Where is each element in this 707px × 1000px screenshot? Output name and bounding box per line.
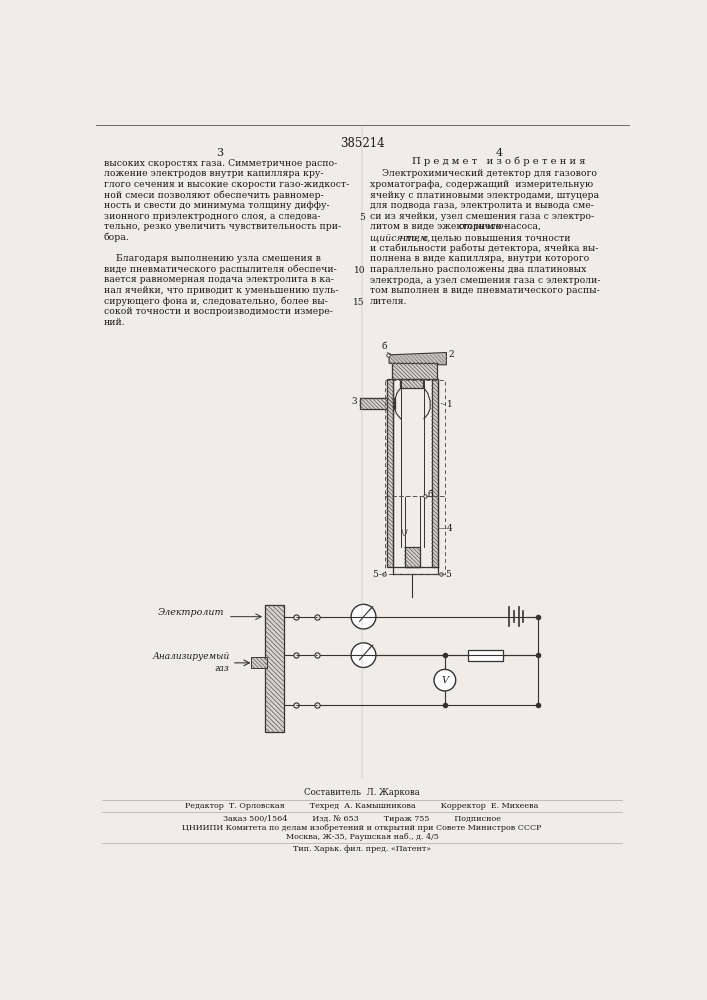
Text: Электролит: Электролит: [158, 608, 224, 617]
Text: глого сечения и высокие скорости газо-жидкост-: глого сечения и высокие скорости газо-жи…: [104, 180, 349, 189]
Bar: [387, 379, 393, 567]
Text: зионного приэлектродного слоя, а следова-: зионного приэлектродного слоя, а следова…: [104, 212, 320, 221]
Text: электрода, а узел смешения газа с электроли-: электрода, а узел смешения газа с электр…: [370, 276, 600, 285]
Text: ЦНИИПИ Комитета по делам изобретений и открытий при Совете Министров СССР: ЦНИИПИ Комитета по делам изобретений и о…: [182, 824, 542, 832]
Text: 10: 10: [354, 266, 365, 275]
Text: ячейку с платиновыми электродами, штуцера: ячейку с платиновыми электродами, штуцер…: [370, 191, 599, 200]
Text: П р е д м е т   и з о б р е т е н и я: П р е д м е т и з о б р е т е н и я: [412, 157, 586, 166]
Text: 5: 5: [373, 570, 378, 579]
Text: бора.: бора.: [104, 233, 130, 242]
Bar: [360, 398, 395, 409]
Text: 5: 5: [445, 570, 451, 579]
Text: 1: 1: [448, 400, 453, 409]
Text: Составитель  Л. Жаркова: Составитель Л. Жаркова: [304, 788, 420, 797]
Text: том выполнен в виде пневматического распы-: том выполнен в виде пневматического расп…: [370, 286, 600, 295]
Text: параллельно расположены два платиновых: параллельно расположены два платиновых: [370, 265, 586, 274]
Text: Благодаря выполнению узла смешения в: Благодаря выполнению узла смешения в: [104, 254, 321, 263]
Text: 3: 3: [351, 397, 356, 406]
Text: ний.: ний.: [104, 318, 126, 327]
Circle shape: [351, 604, 376, 629]
Text: 3: 3: [216, 148, 223, 158]
Text: Электрохимический детектор для газового: Электрохимический детектор для газового: [370, 169, 597, 178]
Text: 385214: 385214: [339, 137, 385, 150]
Circle shape: [434, 669, 456, 691]
Text: 2: 2: [448, 350, 454, 359]
Bar: [265, 605, 284, 732]
Text: вается равномерная подача электролита в ка-: вается равномерная подача электролита в …: [104, 275, 334, 284]
Text: для подвода газа, электролита и вывода сме-: для подвода газа, электролита и вывода с…: [370, 201, 594, 210]
Bar: [251, 657, 267, 668]
Text: V: V: [441, 676, 448, 685]
Text: 5: 5: [359, 213, 365, 222]
Text: Редактор  Т. Орловская          Техред  А. Камышникова          Корректор  Е. Ми: Редактор Т. Орловская Техред А. Камышник…: [185, 802, 539, 810]
Text: Заказ 500/1564          Изд. № 653          Тираж 755          Подписное: Заказ 500/1564 Изд. № 653 Тираж 755 Подп…: [223, 815, 501, 823]
Text: б: б: [428, 490, 433, 499]
Text: отличаю-: отличаю-: [458, 222, 507, 231]
Text: что, с целью повышения точности: что, с целью повышения точности: [397, 233, 570, 242]
Text: высоких скоростях газа. Симметричное распо-: высоких скоростях газа. Симметричное рас…: [104, 158, 337, 167]
Text: виде пневматического распылителя обеспечи-: виде пневматического распылителя обеспеч…: [104, 265, 337, 274]
Text: Анализируемый: Анализируемый: [152, 652, 230, 661]
Text: 4: 4: [496, 148, 503, 158]
Text: б: б: [381, 342, 387, 351]
Text: 15: 15: [354, 298, 365, 307]
Text: литом в виде эжекторного насоса,: литом в виде эжекторного насоса,: [370, 222, 544, 231]
Bar: [432, 379, 438, 567]
Text: газ: газ: [215, 664, 230, 673]
Text: ной смеси позволяют обеспечить равномер-: ной смеси позволяют обеспечить равномер-: [104, 190, 324, 200]
Polygon shape: [389, 353, 446, 365]
Text: ность и свести до минимума толщину диффу-: ность и свести до минимума толщину диффу…: [104, 201, 329, 210]
Text: лителя.: лителя.: [370, 297, 407, 306]
Text: тельно, резко увеличить чувствительность при-: тельно, резко увеличить чувствительность…: [104, 222, 341, 231]
Text: нал ячейки, что приводит к уменьшению пуль-: нал ячейки, что приводит к уменьшению пу…: [104, 286, 338, 295]
Bar: [400, 379, 423, 388]
Text: и стабильности работы детектора, ячейка вы-: и стабильности работы детектора, ячейка …: [370, 244, 598, 253]
Bar: [404, 547, 420, 567]
Text: щийся тем,: щийся тем,: [370, 233, 430, 242]
Text: полнена в виде капилляра, внутри которого: полнена в виде капилляра, внутри которог…: [370, 254, 589, 263]
Text: 4: 4: [448, 524, 453, 533]
Bar: [392, 363, 437, 379]
Circle shape: [351, 643, 376, 667]
Text: сирующего фона и, следовательно, более вы-: сирующего фона и, следовательно, более в…: [104, 297, 328, 306]
Text: си из ячейки, узел смешения газа с электро-: си из ячейки, узел смешения газа с элект…: [370, 212, 594, 221]
Text: хроматографа, содержащий  измерительную: хроматографа, содержащий измерительную: [370, 180, 593, 189]
Text: Москва, Ж-35, Раушская наб., д. 4/5: Москва, Ж-35, Раушская наб., д. 4/5: [286, 833, 438, 841]
Text: Тип. Харьк. фил. пред. «Патент»: Тип. Харьк. фил. пред. «Патент»: [293, 845, 431, 853]
Text: ложение электродов внутри капилляра кру-: ложение электродов внутри капилляра кру-: [104, 169, 323, 178]
Bar: [468, 650, 503, 661]
Text: сокой точности и воспроизводимости измере-: сокой точности и воспроизводимости измер…: [104, 307, 333, 316]
